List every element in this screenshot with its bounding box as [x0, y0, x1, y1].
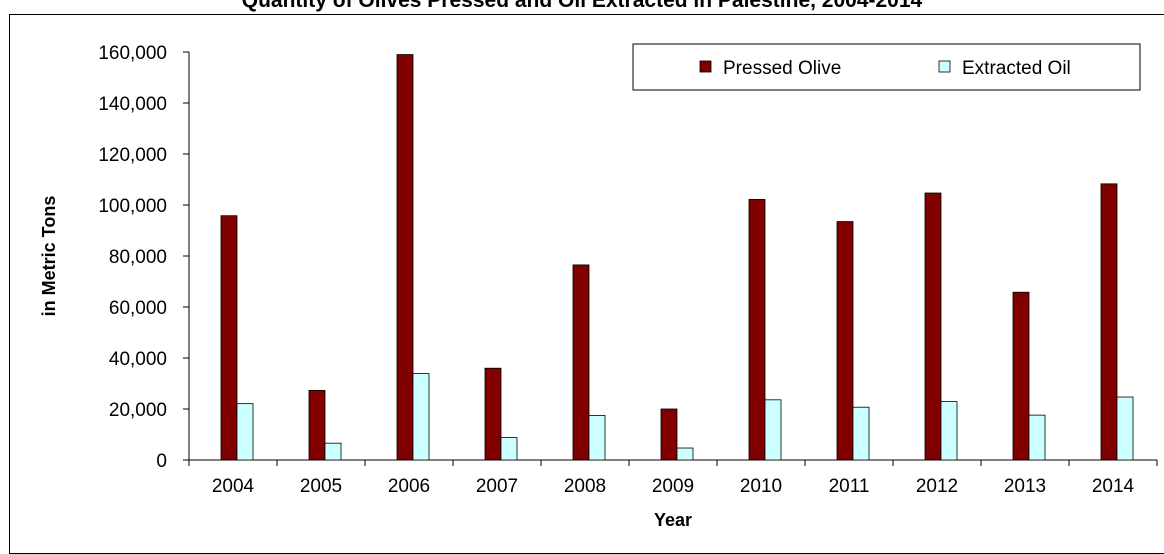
legend-swatch-pressed-olive [699, 60, 712, 73]
y-tick-label: 140,000 [98, 94, 167, 115]
legend-label-extracted-oil: Extracted Oil [962, 58, 1071, 79]
y-tick-label: 40,000 [109, 349, 167, 370]
x-tick-label: 2009 [652, 476, 694, 497]
x-tick-label: 2014 [1092, 476, 1135, 497]
legend-box [632, 43, 1141, 91]
bar-pressed-olive [660, 408, 678, 461]
bars [220, 54, 1134, 461]
x-ticks: 2004 2005 2006 2007 2008 2009 2010 2011 2012 2013… [188, 460, 1158, 497]
x-tick-label: 2010 [740, 476, 782, 497]
legend-swatch-extracted-oil [938, 60, 951, 73]
bar-extracted-oil [1028, 414, 1046, 461]
bar-extracted-oil [236, 403, 254, 461]
bar-extracted-oil [764, 399, 782, 461]
x-tick-label: 2005 [300, 476, 342, 497]
x-axis-title: Year [654, 510, 692, 530]
y-tick-label: 20,000 [109, 400, 167, 421]
y-tick-label: 100,000 [98, 196, 167, 217]
bar-pressed-olive [748, 198, 766, 461]
bar-pressed-olive [484, 367, 502, 461]
y-tick-label: 0 [156, 451, 167, 472]
y-tick-label: 80,000 [109, 247, 167, 268]
x-tick-label: 2011 [829, 476, 870, 497]
y-axis-title-group: in Metric Tons [39, 196, 59, 317]
x-tick-label: 2012 [916, 476, 958, 497]
x-tick-label: 2013 [1004, 476, 1046, 497]
bar-pressed-olive [1012, 291, 1030, 461]
bar-extracted-oil [940, 401, 958, 461]
axes [188, 52, 1157, 461]
bar-pressed-olive [1100, 183, 1118, 461]
chart-title: Quantity of Olives Pressed and Oil Extra… [241, 0, 923, 12]
x-tick-label: 2007 [476, 476, 518, 497]
bar-pressed-olive [836, 221, 854, 461]
y-axis-title: in Metric Tons [39, 196, 59, 317]
bar-extracted-oil [852, 406, 870, 461]
legend-label-pressed-olive: Pressed Olive [723, 58, 841, 79]
bar-pressed-olive [572, 264, 590, 461]
bar-pressed-olive [308, 389, 326, 461]
x-tick-label: 2006 [388, 476, 430, 497]
x-tick-label: 2008 [564, 476, 606, 497]
y-tick-label: 60,000 [109, 298, 167, 319]
bar-extracted-oil [676, 447, 694, 461]
bar-pressed-olive [220, 215, 238, 461]
bar-pressed-olive [924, 192, 942, 461]
legend: Pressed Olive Extracted Oil [632, 43, 1141, 91]
y-ticks: 0 20,000 40,000 60,000 80,000 100,000 120,000 1… [98, 43, 189, 472]
bar-extracted-oil [412, 373, 430, 461]
bar-extracted-oil [1116, 396, 1134, 461]
bar-extracted-oil [500, 437, 518, 461]
y-tick-label: 120,000 [98, 145, 167, 166]
bar-pressed-olive [396, 54, 414, 461]
bar-extracted-oil [324, 442, 342, 461]
x-tick-label: 2004 [212, 476, 255, 497]
y-tick-label: 160,000 [98, 43, 167, 64]
bar-extracted-oil [588, 414, 606, 461]
